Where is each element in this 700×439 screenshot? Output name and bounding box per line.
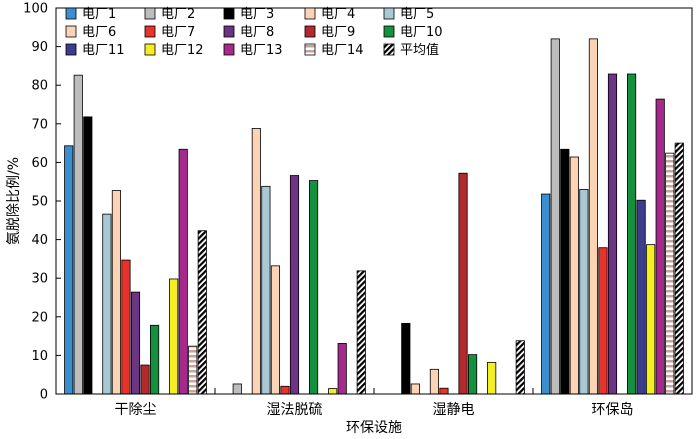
legend-label: 电厂12 <box>161 43 204 58</box>
bar <box>64 145 74 395</box>
bar <box>674 142 684 395</box>
legend-label: 电厂13 <box>240 43 283 58</box>
bar <box>560 148 570 395</box>
x-tick-label: 湿静电 <box>433 402 475 418</box>
y-tick-label: 80 <box>31 79 48 94</box>
bar <box>458 172 468 395</box>
bar <box>261 185 271 395</box>
legend-swatch <box>223 7 235 20</box>
bar <box>251 128 261 395</box>
legend-label: 电厂3 <box>240 7 274 22</box>
bar <box>111 190 121 395</box>
bar <box>178 148 188 395</box>
bar <box>309 180 319 395</box>
legend-swatch <box>65 43 77 56</box>
legend-label: 电厂4 <box>321 7 355 22</box>
bar <box>550 38 560 395</box>
y-tick-label: 90 <box>31 40 48 55</box>
legend-swatch <box>144 25 156 38</box>
y-tick-label: 40 <box>31 233 48 248</box>
bar <box>598 247 608 395</box>
bar <box>270 265 280 395</box>
legend-swatch <box>304 25 316 38</box>
bar <box>487 361 497 395</box>
legend-label: 电厂1 <box>82 7 116 22</box>
bars-group <box>64 38 684 395</box>
legend-swatch <box>144 7 156 20</box>
bar <box>569 156 579 395</box>
bar <box>429 368 439 395</box>
y-tick-label: 0 <box>40 388 48 403</box>
y-tick-label: 60 <box>31 156 48 171</box>
bar <box>439 387 449 395</box>
legend-swatch <box>65 7 77 20</box>
x-tick-label: 干除尘 <box>115 402 157 418</box>
legend: 电厂1 电厂2 电厂3 电厂4 电厂5 电厂6 电厂7 电厂8 电厂9 电厂10 电厂11 电厂12 电… <box>65 7 443 58</box>
y-tick-label: 30 <box>31 272 48 287</box>
bar <box>410 383 420 395</box>
legend-swatch <box>223 43 235 56</box>
bar <box>197 230 207 395</box>
bar <box>401 322 411 395</box>
y-tick-label: 70 <box>31 117 48 132</box>
legend-label: 电厂14 <box>321 43 364 58</box>
x-tick-label: 湿法脱硫 <box>267 402 323 418</box>
legend-label: 电厂6 <box>82 25 116 40</box>
bar <box>515 340 525 395</box>
y-axis-ticks: 0 10 20 30 40 50 60 70 80 90 100 <box>23 2 61 403</box>
legend-label: 平均值 <box>400 42 439 58</box>
bar <box>627 73 637 395</box>
legend-swatch <box>383 43 395 56</box>
legend-swatch <box>65 25 77 38</box>
bar <box>150 324 160 395</box>
y-axis-title: 氨脱除比例/% <box>6 157 22 245</box>
bar <box>289 175 300 395</box>
bar <box>83 116 93 395</box>
bar <box>646 244 656 395</box>
bar <box>356 270 366 395</box>
legend-label: 电厂2 <box>161 7 195 22</box>
bar <box>169 278 179 395</box>
x-axis-title: 环保设施 <box>346 420 402 436</box>
legend-label: 电厂9 <box>321 25 355 40</box>
legend-swatch <box>223 25 235 38</box>
legend-label: 电厂8 <box>240 25 274 40</box>
legend-swatch <box>304 7 316 20</box>
bar <box>73 74 83 395</box>
legend-label: 电厂11 <box>82 43 125 58</box>
bar <box>130 291 141 395</box>
bar <box>121 259 131 395</box>
legend-label: 电厂7 <box>161 25 195 40</box>
legend-swatch <box>144 43 156 56</box>
legend-label: 电厂10 <box>400 25 443 40</box>
bar <box>655 98 665 395</box>
legend-swatch <box>383 7 395 20</box>
bar <box>468 354 478 395</box>
bar <box>588 38 598 395</box>
bar <box>280 385 290 395</box>
legend-label: 电厂5 <box>400 7 434 22</box>
x-tick-label: 环保岛 <box>592 402 634 418</box>
y-tick-label: 10 <box>31 349 48 364</box>
y-tick-label: 50 <box>31 195 48 210</box>
legend-swatch <box>383 25 395 38</box>
y-tick-label: 100 <box>23 2 48 17</box>
bar <box>607 73 618 395</box>
bar <box>102 213 112 395</box>
bar <box>541 193 551 395</box>
bar <box>636 199 646 395</box>
bar <box>188 345 198 395</box>
legend-swatch <box>304 43 316 56</box>
bar <box>232 383 242 395</box>
bar <box>337 343 347 395</box>
bar <box>328 388 338 395</box>
bar <box>140 364 150 395</box>
y-tick-label: 20 <box>31 310 48 325</box>
bar <box>579 189 589 395</box>
x-axis-ticks: 干除尘 湿法脱硫 湿静电 环保岛 <box>115 388 634 418</box>
bar <box>665 152 675 395</box>
